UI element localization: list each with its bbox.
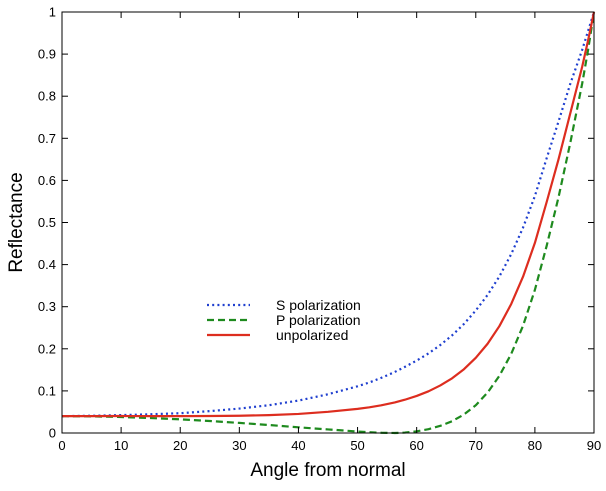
- x-tick-label-6: 60: [409, 438, 423, 453]
- y-tick-label-1: 0.1: [38, 383, 56, 398]
- y-tick-label-4: 0.4: [38, 257, 56, 272]
- y-tick-label-8: 0.8: [38, 89, 56, 104]
- x-tick-label-5: 50: [350, 438, 364, 453]
- x-tick-label-3: 30: [232, 438, 246, 453]
- series-line-0: [61, 11, 596, 418]
- x-tick-label-1: 10: [114, 438, 128, 453]
- y-axis-label: Reflectance: [6, 172, 27, 272]
- x-tick-label-9: 90: [587, 438, 601, 453]
- x-tick-label-8: 80: [528, 438, 542, 453]
- y-tick-label-7: 0.7: [38, 131, 56, 146]
- y-tick-label-5: 0.5: [38, 215, 56, 230]
- y-tick-label-9: 0.9: [38, 47, 56, 62]
- legend-label-2: unpolarized: [276, 327, 348, 343]
- series-line-2: [62, 11, 596, 418]
- series-line-1: [61, 11, 596, 435]
- x-tick-label-4: 40: [291, 438, 305, 453]
- plot-frame: [61, 11, 595, 434]
- axis-ticks: [61, 11, 595, 434]
- y-tick-label-3: 0.3: [38, 299, 56, 314]
- tick-labels: 0 10 20 30 40 50 60 70 80 90 0 0.1 0.2 0.3 0.4 0.5 0.6 0.…: [38, 5, 601, 454]
- y-tick-label-0: 0: [49, 426, 56, 441]
- y-tick-label-2: 0.2: [38, 341, 56, 356]
- y-tick-label-6: 0.6: [38, 173, 56, 188]
- x-tick-label-7: 70: [469, 438, 483, 453]
- legend-label-0: S polarization: [276, 297, 361, 313]
- x-tick-label-2: 20: [173, 438, 187, 453]
- y-tick-label-10: 1: [49, 5, 56, 20]
- x-tick-label-0: 0: [58, 438, 65, 453]
- series-lines: [61, 11, 596, 435]
- x-axis-label: Angle from normal: [250, 460, 405, 481]
- legend-label-1: P polarization: [276, 312, 361, 328]
